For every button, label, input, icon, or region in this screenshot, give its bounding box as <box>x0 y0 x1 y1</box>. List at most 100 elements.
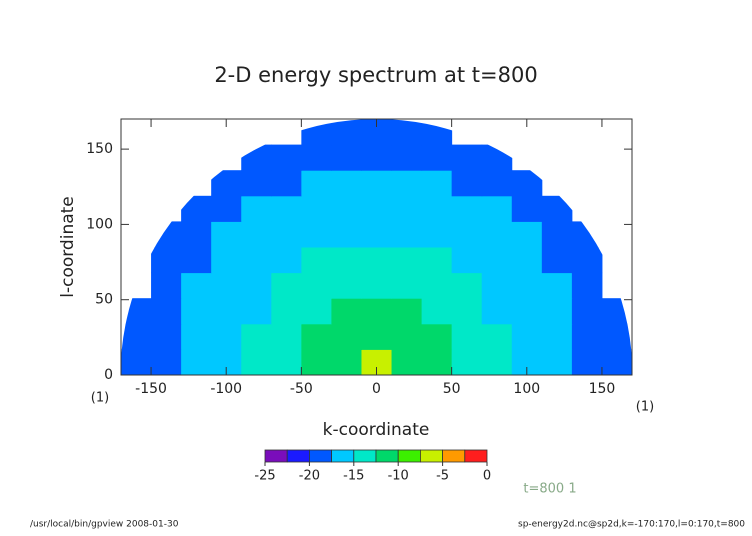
heat-cell <box>361 195 393 222</box>
heat-cell <box>301 170 332 197</box>
heat-cell <box>601 323 633 350</box>
heat-cell <box>211 298 242 325</box>
heat-cell <box>451 349 483 376</box>
heat-cell <box>541 247 573 274</box>
heat-cell <box>421 221 453 248</box>
heat-cell <box>271 298 302 325</box>
heat-cell <box>361 144 393 171</box>
heat-cell <box>571 349 603 376</box>
heat-cell <box>181 298 212 325</box>
heat-cell <box>511 247 543 274</box>
footer: sp-energy2d.nc@sp2d,k=-170:170,l=0:170,t… <box>518 520 745 530</box>
heat-cell <box>301 349 332 376</box>
heat-cell <box>391 119 423 146</box>
heat-cell <box>391 349 423 376</box>
heat-cell <box>271 272 302 299</box>
chart-title: 2-D energy spectrum at t=800 <box>214 63 537 87</box>
heat-cell <box>451 144 483 171</box>
heat-cell <box>271 144 302 171</box>
colorbar-box <box>464 449 488 463</box>
heat-cell <box>391 195 423 222</box>
heat-cell <box>241 272 272 299</box>
heat-cell <box>241 323 272 350</box>
heat-cell <box>181 323 212 350</box>
heat-cell <box>151 323 182 350</box>
heat-cell <box>481 272 513 299</box>
colorbar-tick-label: 0 <box>483 469 491 484</box>
heat-cell <box>571 323 603 350</box>
colorbar-box <box>286 449 310 463</box>
heat-cell <box>601 298 633 325</box>
heat-cell <box>211 272 242 299</box>
heat-cell <box>331 272 362 299</box>
heat-cell <box>421 170 453 197</box>
x-tick-label: 50 <box>443 381 461 397</box>
heat-cell <box>331 221 362 248</box>
heat-cell <box>541 298 573 325</box>
colorbar-box <box>264 449 288 463</box>
heat-cell <box>481 144 513 171</box>
heat-cell <box>511 298 543 325</box>
heat-cell <box>361 272 393 299</box>
heat-cell <box>391 170 423 197</box>
heat-cell <box>301 247 332 274</box>
heat-cell <box>271 195 302 222</box>
heat-cell <box>451 298 483 325</box>
heat-cell <box>511 170 543 197</box>
y-tick-label: 0 <box>104 367 113 383</box>
heat-cell <box>121 349 152 376</box>
annotation: t=800 1 <box>523 482 576 497</box>
heat-cell <box>421 272 453 299</box>
heat-cell <box>511 272 543 299</box>
heat-cell <box>481 221 513 248</box>
heat-cell <box>481 349 513 376</box>
heat-cell <box>121 298 152 325</box>
heat-cell <box>181 221 212 248</box>
heat-cell <box>391 247 423 274</box>
heat-cell <box>331 119 362 146</box>
heatmap <box>121 119 633 376</box>
heat-cell <box>271 323 302 350</box>
heat-cell <box>301 272 332 299</box>
heat-cell <box>331 298 362 325</box>
heat-cell <box>241 349 272 376</box>
colorbar-tick-label: -15 <box>343 469 364 484</box>
heat-cell <box>511 195 543 222</box>
heat-cell <box>151 272 182 299</box>
colorbar-tick-label: -20 <box>299 469 320 484</box>
heat-cell <box>511 221 543 248</box>
heat-cell <box>571 221 603 248</box>
heat-cell <box>151 298 182 325</box>
heat-cell <box>511 323 543 350</box>
heat-cell <box>301 298 332 325</box>
colorbar-box <box>353 449 377 463</box>
heat-cell <box>331 195 362 222</box>
heat-cell <box>481 170 513 197</box>
heat-cell <box>391 144 423 171</box>
heat-cell <box>241 144 272 171</box>
heat-cell <box>481 298 513 325</box>
heat-cell <box>481 195 513 222</box>
heat-cell <box>331 144 362 171</box>
heat-cell <box>181 349 212 376</box>
heat-cell <box>241 195 272 222</box>
heat-cell <box>451 221 483 248</box>
heat-cell <box>331 349 362 376</box>
heat-cell <box>151 349 182 376</box>
heat-cell <box>421 144 453 171</box>
heat-cell <box>571 272 603 299</box>
heat-cell <box>211 170 242 197</box>
y-tick-label: 50 <box>95 292 113 308</box>
heat-cell <box>211 323 242 350</box>
heat-cell <box>301 221 332 248</box>
heat-cell <box>391 221 423 248</box>
heat-cell <box>121 323 152 350</box>
y-tick-label: 150 <box>86 141 113 157</box>
colorbar-box <box>397 449 421 463</box>
heat-cell <box>271 221 302 248</box>
colorbar-box <box>308 449 332 463</box>
heat-cell <box>451 272 483 299</box>
heat-cell <box>181 247 212 274</box>
heat-cell <box>601 349 633 376</box>
